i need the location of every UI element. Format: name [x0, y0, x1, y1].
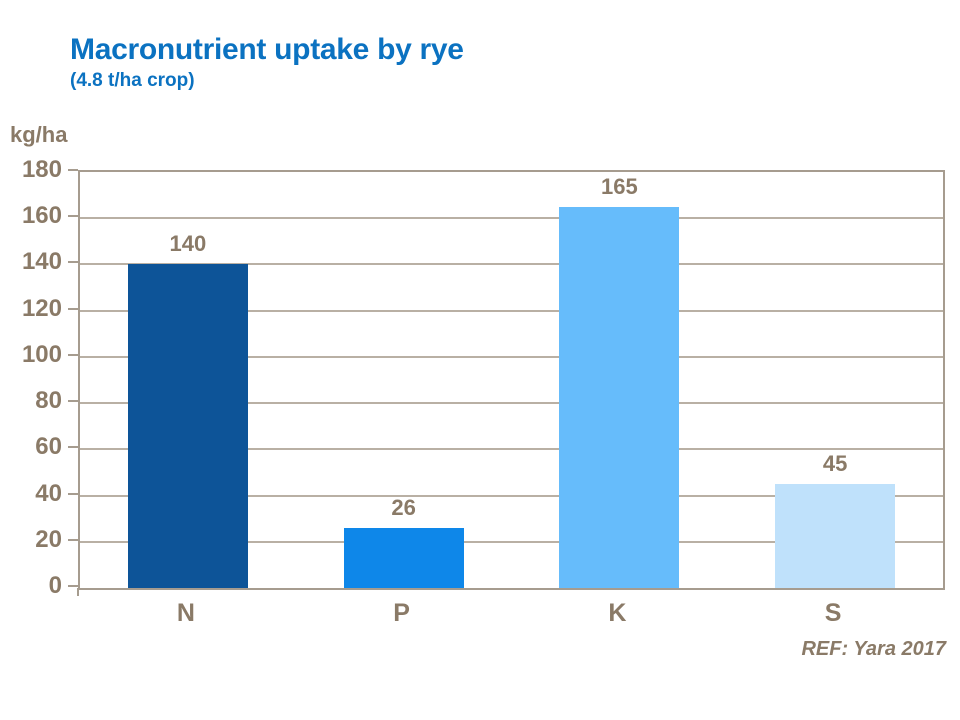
bar-n — [127, 264, 248, 588]
y-tick-label: 180 — [21, 156, 62, 183]
y-tick-mark — [68, 446, 78, 449]
bar-k — [559, 206, 680, 588]
y-tick-label: 140 — [21, 248, 62, 276]
y-tick-mark — [68, 400, 78, 403]
gridline — [80, 217, 943, 220]
y-tick-label: 20 — [35, 525, 62, 553]
bar-value-label-k: 165 — [601, 173, 638, 199]
gridline — [80, 540, 943, 543]
y-tick-mark — [68, 261, 78, 264]
bar-value-label-p: 26 — [391, 494, 416, 520]
gridline — [80, 448, 943, 451]
bar-value-label-n: 140 — [169, 231, 207, 257]
x-axis-origin-tick — [77, 588, 79, 596]
y-tick-mark — [68, 585, 78, 587]
y-tick-label: 0 — [48, 572, 62, 599]
chart-title: Macronutrient uptake by rye — [70, 33, 464, 66]
y-tick-label: 160 — [21, 202, 62, 230]
bar-value-label-s: 45 — [822, 451, 848, 476]
plot-area: 140 26 165 45 — [78, 170, 945, 590]
y-tick-mark — [68, 169, 78, 171]
x-category-label-k: K — [608, 599, 627, 627]
y-tick-label: 100 — [21, 340, 62, 368]
y-tick-mark — [68, 492, 78, 495]
y-tick-label: 80 — [35, 387, 62, 415]
gridline — [80, 263, 943, 266]
gridline — [80, 402, 943, 405]
y-tick-mark — [68, 307, 78, 310]
y-tick-mark — [68, 538, 78, 541]
bar-p — [343, 527, 464, 588]
x-category-label-s: S — [824, 599, 842, 627]
gridline — [80, 494, 943, 497]
y-tick-label: 120 — [21, 294, 62, 322]
gridline — [80, 355, 943, 358]
chart-subtitle: (4.8 t/ha crop) — [70, 70, 195, 91]
y-tick-mark — [68, 353, 78, 356]
reference-text: REF: Yara 2017 — [801, 638, 946, 660]
y-tick-mark — [68, 215, 78, 218]
y-tick-label: 40 — [35, 479, 62, 507]
x-category-label-n: N — [176, 599, 195, 627]
gridline — [80, 309, 943, 312]
y-tick-label: 60 — [35, 433, 62, 461]
y-axis-unit-label: kg/ha — [10, 122, 68, 147]
bar-s — [775, 484, 896, 588]
x-category-label-p: P — [393, 599, 410, 627]
